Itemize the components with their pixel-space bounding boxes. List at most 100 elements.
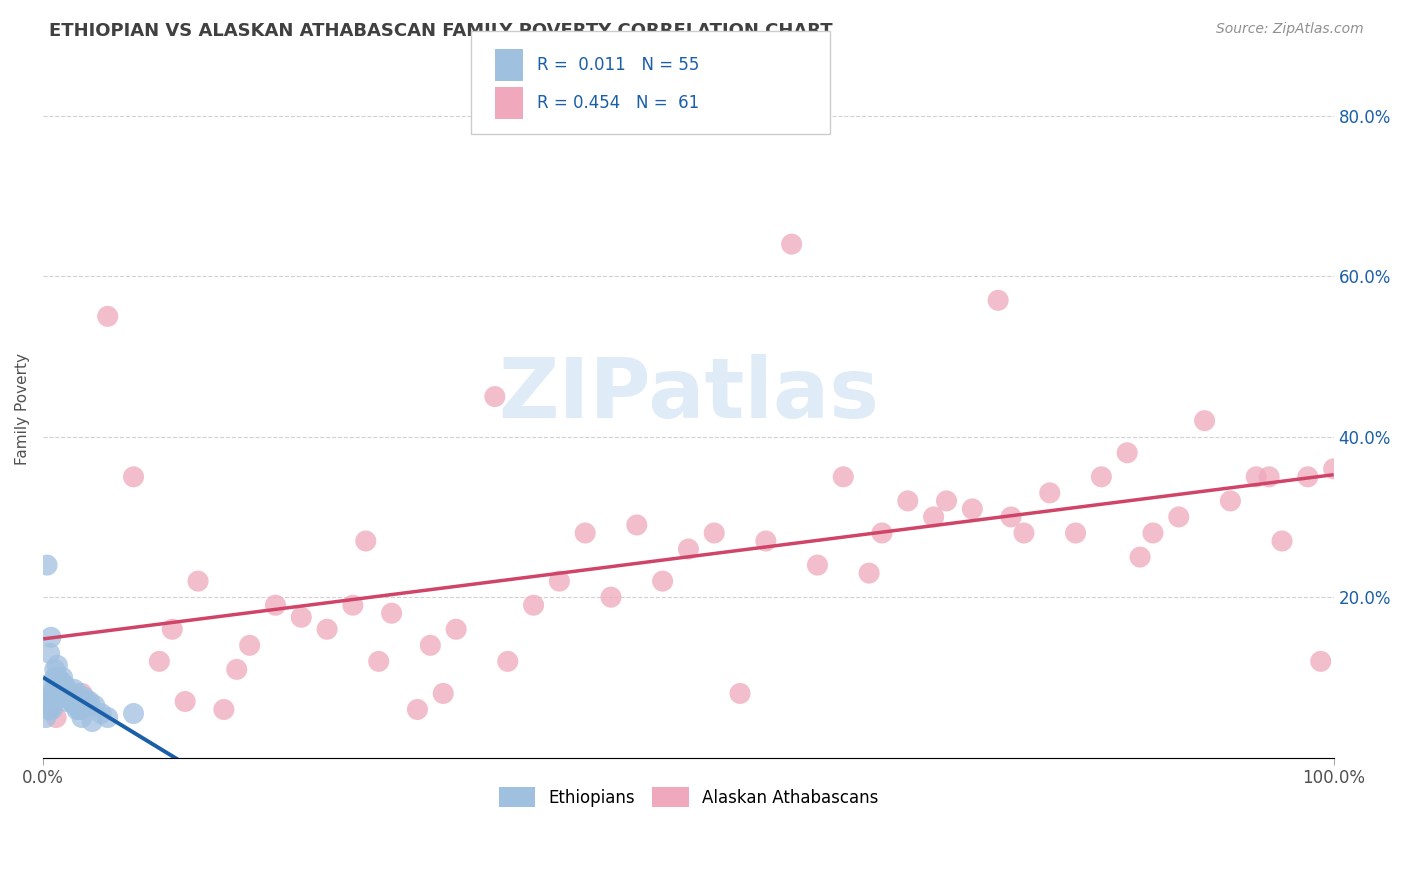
Point: [1129, 550, 1152, 565]
Legend: Ethiopians, Alaskan Athabascans: Ethiopians, Alaskan Athabascans: [491, 779, 887, 815]
Point: [1219, 494, 1241, 508]
Point: [406, 702, 429, 716]
Point: [1142, 526, 1164, 541]
Point: [870, 526, 893, 541]
Point: [55, 694, 77, 708]
Point: [1323, 462, 1346, 476]
Point: [56, 686, 79, 700]
Point: [53, 678, 76, 692]
Point: [76, 694, 98, 708]
Point: [600, 590, 623, 604]
Point: [52, 678, 75, 692]
Point: [51, 670, 73, 684]
Point: [69, 702, 91, 716]
Point: [174, 694, 197, 708]
Point: [367, 654, 389, 668]
Point: [806, 558, 828, 572]
Point: [548, 574, 571, 588]
Point: [45, 710, 67, 724]
Point: [728, 686, 751, 700]
Y-axis label: Family Poverty: Family Poverty: [15, 352, 30, 465]
Point: [90, 706, 112, 721]
Point: [41, 698, 63, 713]
Point: [38, 646, 60, 660]
Point: [1064, 526, 1087, 541]
Point: [496, 654, 519, 668]
Point: [60, 694, 83, 708]
Point: [67, 686, 90, 700]
Point: [51, 682, 73, 697]
Point: [1000, 510, 1022, 524]
Point: [42, 686, 65, 700]
Point: [935, 494, 957, 508]
Text: R =  0.011   N = 55: R = 0.011 N = 55: [537, 56, 699, 74]
Point: [264, 598, 287, 612]
Point: [97, 310, 120, 324]
Point: [44, 670, 66, 684]
Point: [70, 710, 93, 724]
Point: [62, 694, 84, 708]
Point: [49, 678, 72, 692]
Point: [41, 702, 63, 716]
Point: [37, 702, 59, 716]
Point: [37, 694, 59, 708]
Point: [45, 682, 67, 697]
Point: [70, 686, 93, 700]
Point: [703, 526, 725, 541]
Point: [432, 686, 454, 700]
Point: [225, 662, 247, 676]
Point: [34, 678, 56, 692]
Point: [46, 670, 69, 684]
Point: [53, 682, 76, 697]
Point: [316, 622, 339, 636]
Point: [162, 622, 184, 636]
Point: [46, 658, 69, 673]
Point: [65, 698, 87, 713]
Point: [56, 690, 79, 705]
Point: [52, 682, 75, 697]
Point: [342, 598, 364, 612]
Point: [1271, 534, 1294, 549]
Point: [212, 702, 235, 716]
Point: [51, 678, 73, 692]
Point: [97, 710, 120, 724]
Point: [83, 698, 105, 713]
Point: [82, 714, 104, 729]
Point: [987, 293, 1010, 308]
Point: [63, 682, 86, 697]
Point: [522, 598, 544, 612]
Point: [1039, 486, 1062, 500]
Point: [35, 710, 58, 724]
Point: [44, 662, 66, 676]
Point: [39, 630, 62, 644]
Point: [55, 686, 77, 700]
Point: [354, 534, 377, 549]
Point: [290, 610, 312, 624]
Point: [45, 678, 67, 692]
Point: [67, 702, 90, 716]
Point: [148, 654, 170, 668]
Point: [832, 470, 855, 484]
Point: [58, 690, 80, 705]
Point: [381, 606, 404, 620]
Point: [58, 686, 80, 700]
Point: [66, 702, 89, 716]
Point: [1244, 470, 1267, 484]
Point: [484, 390, 506, 404]
Point: [755, 534, 778, 549]
Point: [35, 558, 58, 572]
Text: ZIPatlas: ZIPatlas: [498, 354, 879, 435]
Point: [651, 574, 673, 588]
Text: R = 0.454   N =  61: R = 0.454 N = 61: [537, 94, 699, 112]
Point: [574, 526, 596, 541]
Point: [858, 566, 880, 580]
Point: [42, 682, 65, 697]
Point: [1258, 470, 1281, 484]
Point: [897, 494, 920, 508]
Point: [444, 622, 467, 636]
Point: [1309, 654, 1331, 668]
Point: [1012, 526, 1035, 541]
Text: Source: ZipAtlas.com: Source: ZipAtlas.com: [1216, 22, 1364, 37]
Point: [51, 674, 73, 689]
Point: [122, 470, 145, 484]
